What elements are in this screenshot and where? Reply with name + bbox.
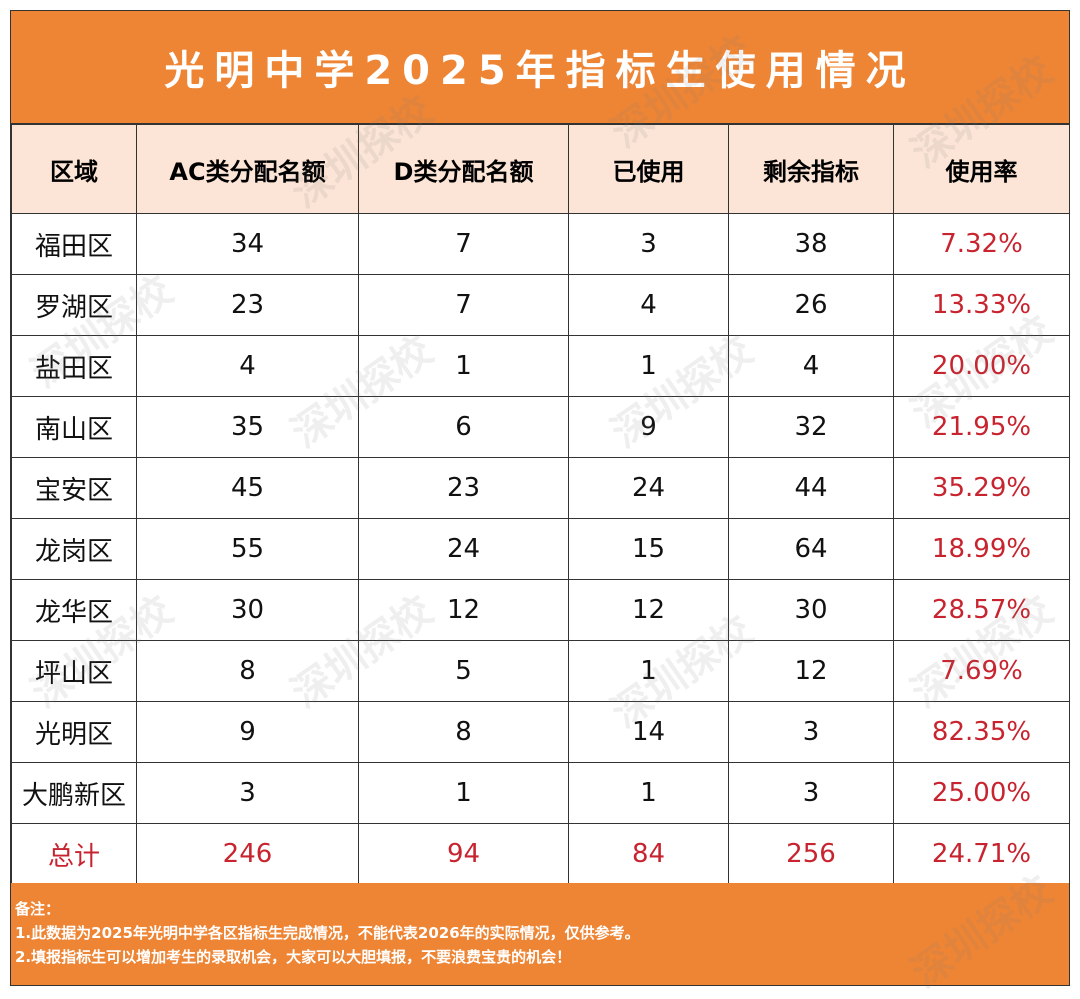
cell-region: 宝安区 (11, 457, 137, 519)
cell-d-quota: 24 (358, 518, 569, 580)
cell-used: 24 (568, 457, 729, 519)
cell-usage-rate: 21.95% (893, 396, 1070, 458)
cell-remaining: 30 (728, 579, 894, 641)
table-row: 南山区 35 6 9 32 21.95% (11, 396, 1070, 458)
cell-usage-rate: 7.32% (893, 213, 1070, 275)
notes-heading: 备注： (15, 900, 61, 918)
cell-used: 9 (568, 396, 729, 458)
cell-used: 1 (568, 335, 729, 397)
cell-d-quota: 7 (358, 274, 569, 336)
cell-remaining: 44 (728, 457, 894, 519)
cell-used: 3 (568, 213, 729, 275)
cell-usage-rate: 18.99% (893, 518, 1070, 580)
table-row: 龙华区 30 12 12 30 28.57% (11, 579, 1070, 641)
page-title: 光明中学2025年指标生使用情况 (164, 48, 916, 94)
cell-remaining: 26 (728, 274, 894, 336)
title-bar: 光明中学2025年指标生使用情况 (11, 11, 1069, 124)
total-ac-quota: 246 (136, 823, 359, 885)
cell-ac-quota: 9 (136, 701, 359, 763)
cell-d-quota: 23 (358, 457, 569, 519)
cell-ac-quota: 35 (136, 396, 359, 458)
cell-d-quota: 1 (358, 335, 569, 397)
header-row: 区域 AC类分配名额 D类分配名额 已使用 剩余指标 使用率 (11, 124, 1070, 214)
total-usage-rate: 24.71% (893, 823, 1070, 885)
cell-remaining: 32 (728, 396, 894, 458)
cell-used: 15 (568, 518, 729, 580)
cell-used: 1 (568, 640, 729, 702)
cell-ac-quota: 3 (136, 762, 359, 824)
total-d-quota: 94 (358, 823, 569, 885)
column-header-remaining: 剩余指标 (728, 124, 894, 214)
column-header-ac-quota: AC类分配名额 (136, 124, 359, 214)
cell-region: 大鹏新区 (11, 762, 137, 824)
cell-used: 4 (568, 274, 729, 336)
cell-ac-quota: 30 (136, 579, 359, 641)
cell-ac-quota: 34 (136, 213, 359, 275)
cell-usage-rate: 28.57% (893, 579, 1070, 641)
cell-remaining: 4 (728, 335, 894, 397)
cell-used: 12 (568, 579, 729, 641)
cell-d-quota: 12 (358, 579, 569, 641)
cell-usage-rate: 82.35% (893, 701, 1070, 763)
cell-usage-rate: 25.00% (893, 762, 1070, 824)
table-row: 大鹏新区 3 1 1 3 25.00% (11, 762, 1070, 824)
column-header-d-quota: D类分配名额 (358, 124, 569, 214)
cell-remaining: 3 (728, 762, 894, 824)
cell-ac-quota: 23 (136, 274, 359, 336)
cell-ac-quota: 4 (136, 335, 359, 397)
total-label: 总计 (11, 823, 137, 885)
table-row: 福田区 34 7 3 38 7.32% (11, 213, 1070, 275)
cell-ac-quota: 55 (136, 518, 359, 580)
cell-region: 南山区 (11, 396, 137, 458)
cell-used: 14 (568, 701, 729, 763)
table-row: 盐田区 4 1 1 4 20.00% (11, 335, 1070, 397)
cell-d-quota: 5 (358, 640, 569, 702)
cell-used: 1 (568, 762, 729, 824)
cell-region: 光明区 (11, 701, 137, 763)
column-header-region: 区域 (11, 124, 137, 214)
total-used: 84 (568, 823, 729, 885)
cell-region: 罗湖区 (11, 274, 137, 336)
data-table: 区域 AC类分配名额 D类分配名额 已使用 剩余指标 使用率 福田区 34 7 … (11, 124, 1070, 885)
cell-d-quota: 8 (358, 701, 569, 763)
cell-usage-rate: 13.33% (893, 274, 1070, 336)
cell-region: 龙华区 (11, 579, 137, 641)
cell-remaining: 64 (728, 518, 894, 580)
cell-remaining: 3 (728, 701, 894, 763)
cell-d-quota: 7 (358, 213, 569, 275)
total-remaining: 256 (728, 823, 894, 885)
cell-region: 盐田区 (11, 335, 137, 397)
cell-remaining: 12 (728, 640, 894, 702)
cell-ac-quota: 8 (136, 640, 359, 702)
cell-d-quota: 1 (358, 762, 569, 824)
note-line-1: 1.此数据为2025年光明中学各区指标生完成情况，不能代表2026年的实际情况，… (15, 924, 640, 942)
cell-ac-quota: 45 (136, 457, 359, 519)
column-header-usage-rate: 使用率 (893, 124, 1070, 214)
table-row: 罗湖区 23 7 4 26 13.33% (11, 274, 1070, 336)
table-row: 宝安区 45 23 24 44 35.29% (11, 457, 1070, 519)
table-row: 光明区 9 8 14 3 82.35% (11, 701, 1070, 763)
column-header-used: 已使用 (568, 124, 729, 214)
notes-section: 备注： 1.此数据为2025年光明中学各区指标生完成情况，不能代表2026年的实… (11, 883, 1069, 985)
table-row: 坪山区 8 5 1 12 7.69% (11, 640, 1070, 702)
table-frame: 光明中学2025年指标生使用情况 区域 AC类分配名额 D类分配名额 已使用 剩… (10, 10, 1070, 986)
cell-usage-rate: 7.69% (893, 640, 1070, 702)
cell-remaining: 38 (728, 213, 894, 275)
note-line-2: 2.填报指标生可以增加考生的录取机会，大家可以大胆填报，不要浪费宝贵的机会！ (15, 948, 572, 966)
cell-region: 龙岗区 (11, 518, 137, 580)
total-row: 总计 246 94 84 256 24.71% (11, 823, 1070, 885)
cell-region: 坪山区 (11, 640, 137, 702)
cell-d-quota: 6 (358, 396, 569, 458)
table-row: 龙岗区 55 24 15 64 18.99% (11, 518, 1070, 580)
cell-usage-rate: 20.00% (893, 335, 1070, 397)
cell-region: 福田区 (11, 213, 137, 275)
cell-usage-rate: 35.29% (893, 457, 1070, 519)
